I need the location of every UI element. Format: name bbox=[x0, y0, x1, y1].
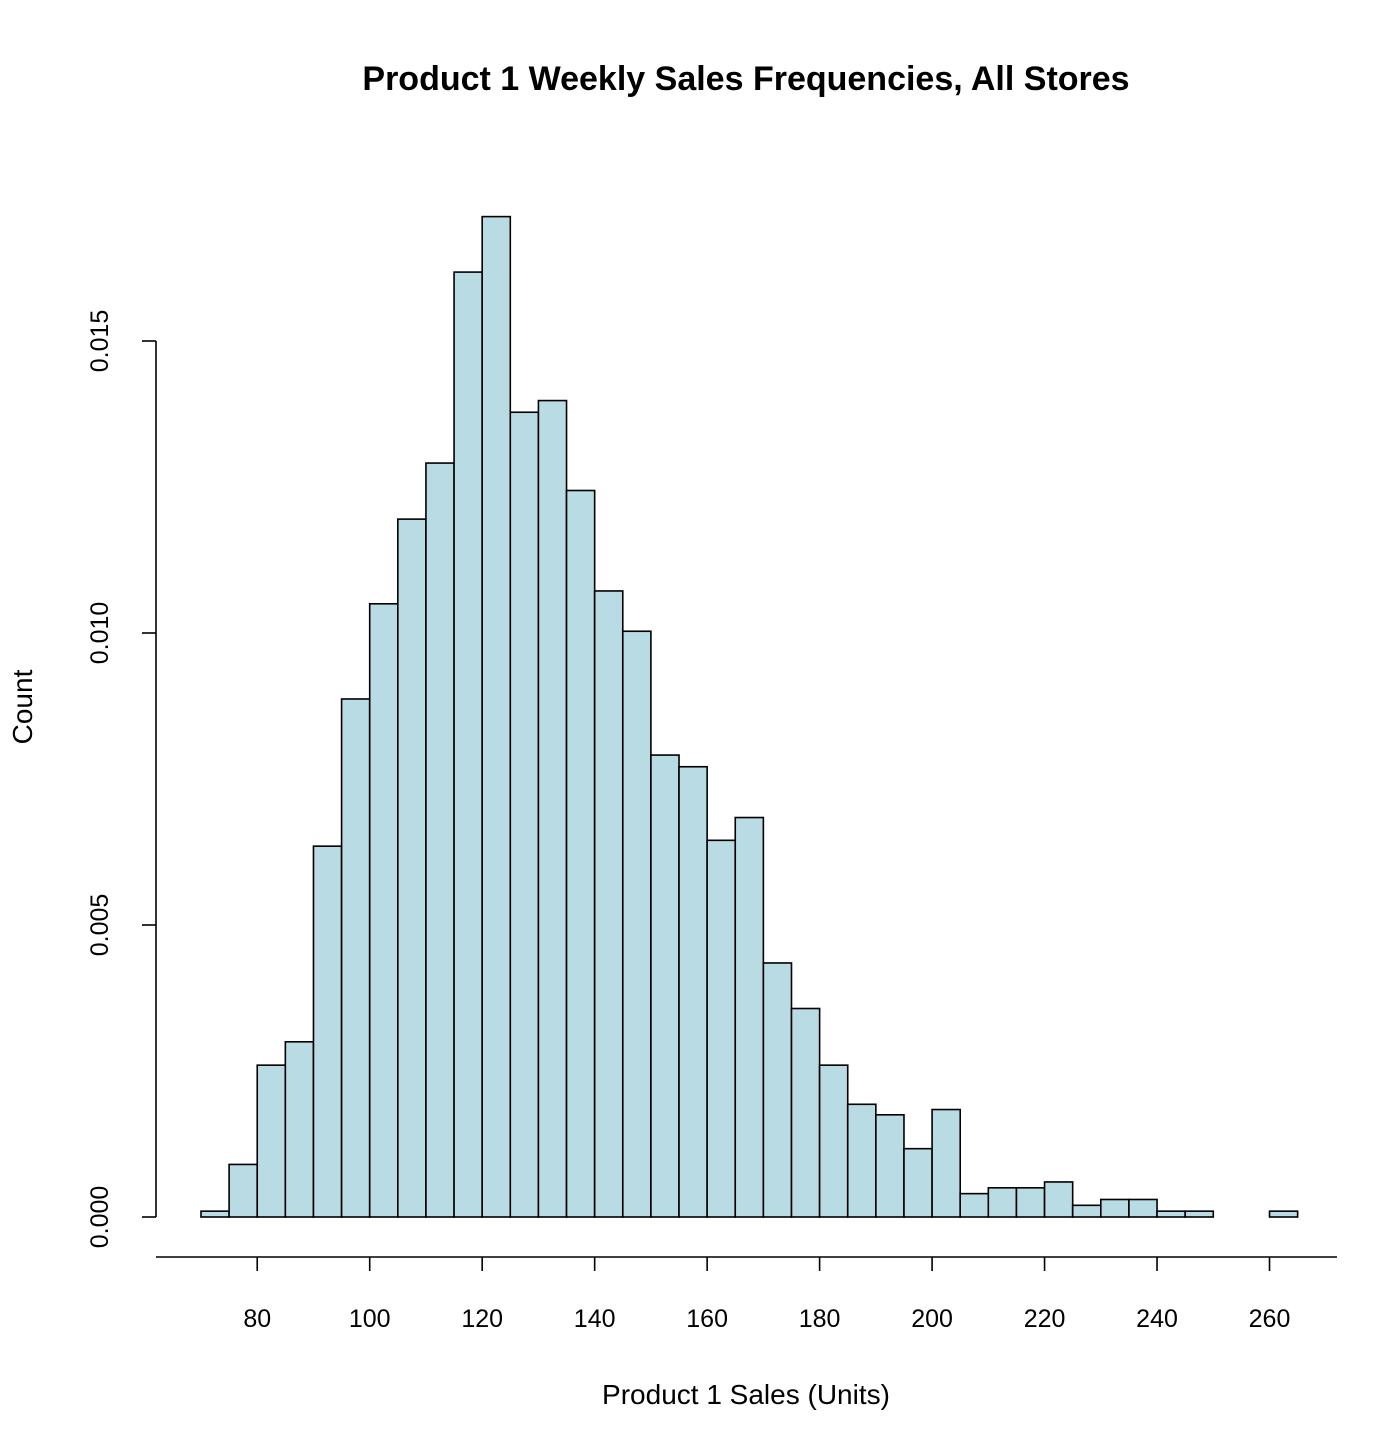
y-tick-label: 0.005 bbox=[86, 894, 114, 957]
histogram-bar bbox=[1043, 1181, 1074, 1218]
y-tick-label: 0.000 bbox=[86, 1186, 114, 1249]
x-tick-label: 200 bbox=[911, 1305, 953, 1333]
histogram-bar bbox=[228, 1163, 259, 1218]
histogram-bar bbox=[1268, 1210, 1299, 1218]
histogram-bar bbox=[425, 462, 455, 1218]
x-tick-label: 80 bbox=[243, 1305, 271, 1333]
x-tick-label: 160 bbox=[686, 1305, 728, 1333]
histogram-bar bbox=[593, 590, 624, 1218]
histogram-bar bbox=[931, 1108, 962, 1218]
x-tick-label: 100 bbox=[349, 1305, 391, 1333]
histogram-bar bbox=[650, 754, 680, 1218]
histogram-bar bbox=[903, 1147, 933, 1218]
histogram-bar bbox=[537, 399, 568, 1218]
histogram-bar bbox=[846, 1103, 877, 1218]
y-axis-label: Count bbox=[7, 669, 38, 744]
x-axis-ticks: 80 100 120 140 160 180 200 220 240 260 bbox=[243, 1257, 1290, 1333]
histogram-bar bbox=[256, 1064, 287, 1218]
x-tick-label: 180 bbox=[799, 1305, 841, 1333]
histogram-bar bbox=[481, 215, 512, 1218]
x-tick-label: 220 bbox=[1024, 1305, 1066, 1333]
histogram-bar bbox=[706, 839, 737, 1218]
histogram-bar bbox=[678, 765, 708, 1218]
x-tick-label: 240 bbox=[1136, 1305, 1178, 1333]
histogram-bar bbox=[1156, 1210, 1186, 1218]
histogram-bar bbox=[340, 698, 371, 1218]
histogram-bar bbox=[1015, 1187, 1046, 1218]
histogram-bar bbox=[762, 962, 793, 1218]
histogram-bar bbox=[621, 630, 652, 1218]
histogram-bar bbox=[818, 1064, 849, 1218]
histogram-bar bbox=[312, 845, 343, 1218]
histogram-bar bbox=[368, 602, 399, 1218]
histogram-bar bbox=[959, 1192, 990, 1218]
histogram-bar bbox=[734, 816, 765, 1218]
histogram-bar bbox=[1128, 1198, 1158, 1218]
chart-title: Product 1 Weekly Sales Frequencies, All … bbox=[362, 60, 1129, 98]
histogram-bar bbox=[565, 489, 596, 1218]
histogram-bar bbox=[875, 1114, 905, 1218]
x-axis-label: Product 1 Sales (Units) bbox=[602, 1379, 890, 1410]
x-tick-label: 140 bbox=[574, 1305, 616, 1333]
y-axis-ticks: 0.000 0.005 0.010 0.015 bbox=[86, 310, 156, 1249]
histogram-bar bbox=[790, 1007, 821, 1218]
histogram-bar bbox=[200, 1210, 230, 1218]
histogram-bar bbox=[1071, 1204, 1102, 1218]
histogram-bar bbox=[453, 271, 483, 1218]
x-tick-label: 120 bbox=[461, 1305, 503, 1333]
histogram-bar bbox=[509, 411, 540, 1218]
histogram-bar bbox=[987, 1187, 1018, 1218]
x-tick-label: 260 bbox=[1249, 1305, 1291, 1333]
histogram-bar bbox=[1184, 1210, 1215, 1218]
y-tick-label: 0.010 bbox=[86, 602, 114, 665]
histogram-bar bbox=[284, 1041, 315, 1218]
histogram-bar bbox=[1100, 1198, 1130, 1218]
y-tick-label: 0.015 bbox=[86, 310, 114, 373]
histogram-bars bbox=[200, 215, 1299, 1218]
histogram-bar bbox=[397, 518, 427, 1218]
